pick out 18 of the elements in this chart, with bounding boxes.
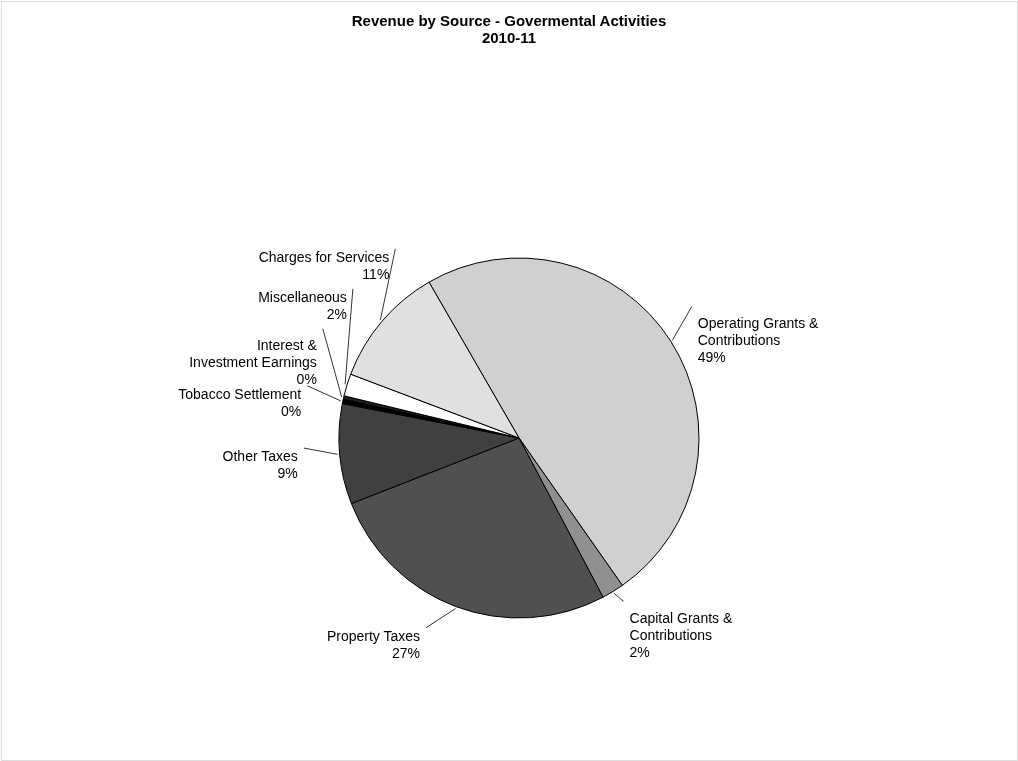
slice-label: Miscellaneous	[258, 288, 347, 305]
slice-label: Operating Grants & Contributions	[697, 315, 820, 349]
data-label: 49%	[697, 349, 726, 366]
slice-label: Interest & Investment Earnings	[189, 337, 318, 371]
slice-label: Charges for Services	[258, 248, 390, 265]
chart-subtitle: 2010-11	[481, 29, 537, 46]
data-label: 0%	[281, 402, 302, 419]
data-label: 9%	[277, 465, 298, 482]
data-label: 0%	[296, 371, 317, 388]
data-label: 2%	[326, 305, 347, 322]
slice-label: Capital Grants & Contributions	[629, 609, 733, 643]
slice-label: Tobacco Settlement	[178, 385, 302, 402]
slice-label: Property Taxes	[326, 627, 420, 644]
chart-title: Revenue by Source - Govermental Activities	[351, 12, 667, 29]
data-label: 2%	[629, 643, 650, 660]
data-label: 27%	[391, 644, 420, 661]
data-label: 11%	[362, 265, 390, 282]
slice-label: Other Taxes	[222, 448, 298, 465]
